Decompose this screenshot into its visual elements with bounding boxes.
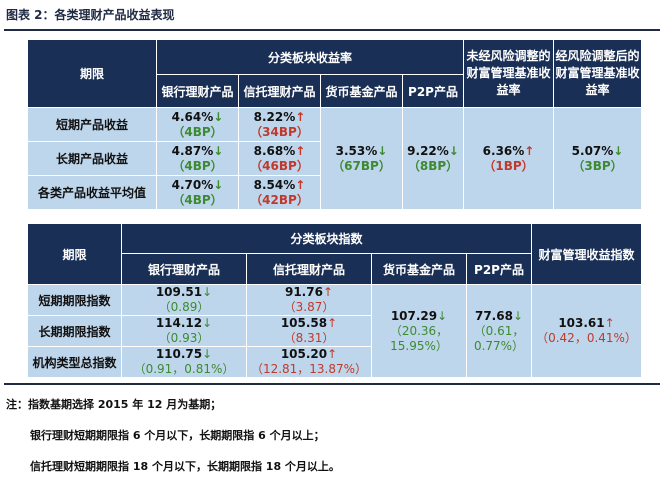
row-label-total: 机构类型总指数: [27, 346, 122, 378]
period-header: 期限: [27, 223, 122, 285]
index-table: 期限 分类板块指数 财富管理收益指数 银行理财产品 信托理财产品 货币基金产品 …: [27, 223, 643, 378]
unadjusted-benchmark-cell: 6.36%↑ （1BP）: [463, 107, 555, 210]
top-rule: [4, 29, 660, 31]
group-header: 分类板块指数: [120, 223, 533, 254]
down-arrow-icon: ↓: [213, 143, 224, 158]
col-money-fund: 货币基金产品: [371, 253, 467, 285]
bank-average-cell: 4.70%↓ （4BP）: [156, 175, 239, 210]
col-trust: 信托理财产品: [246, 253, 372, 285]
up-arrow-icon: ↑: [327, 347, 338, 362]
up-arrow-icon: ↑: [295, 109, 306, 124]
wealth-index-cell: 103.61↑ （0.42，0.41%）: [531, 284, 643, 378]
note-trust-term: 信托理财短期期限指 18 个月以下，长期期限指 18 个月以上。: [30, 460, 340, 473]
bank-short-cell: 109.51↓ （0.89）: [121, 284, 247, 316]
p2p-cell: 9.22%↓ （8BP）: [401, 107, 465, 210]
note-bank-term: 银行理财短期期限指 6 个月以下，长期期限指 6 个月以上；: [30, 429, 325, 442]
up-arrow-icon: ↑: [295, 143, 306, 158]
trust-short-cell: 8.22%↑ （34BP）: [238, 107, 321, 142]
adjusted-benchmark-header: 经风险调整后的财富管理基准收益率: [553, 39, 643, 108]
down-arrow-icon: ↓: [448, 143, 459, 158]
bank-total-cell: 110.75↓ （0.91，0.81%）: [121, 346, 247, 378]
group-header: 分类板块收益率: [155, 39, 465, 75]
trust-total-cell: 105.20↑ （12.81，13.87%）: [246, 346, 372, 378]
down-arrow-icon: ↓: [377, 143, 388, 158]
money-fund-cell: 107.29↓ （20.36， 15.95%）: [371, 284, 467, 378]
col-p2p: P2P产品: [401, 74, 465, 108]
bank-short-cell: 4.64%↓ （4BP）: [156, 107, 239, 142]
up-arrow-icon: ↑: [524, 143, 535, 158]
down-arrow-icon: ↓: [202, 347, 213, 362]
yield-table: 期限 分类板块收益率 未经风险调整的财富管理基准收益率 经风险调整后的财富管理基…: [27, 39, 643, 210]
col-bank: 银行理财产品: [156, 74, 239, 108]
down-arrow-icon: ↓: [512, 308, 524, 323]
up-arrow-icon: ↑: [295, 177, 306, 192]
p2p-cell: 77.68↓ （0.61， 0.77%）: [465, 284, 533, 378]
note-basis: 注：指数基期选择 2015 年 12 月为基期；: [6, 398, 222, 411]
down-arrow-icon: ↓: [213, 109, 224, 124]
down-arrow-icon: ↓: [437, 308, 448, 323]
down-arrow-icon: ↓: [202, 285, 213, 300]
up-arrow-icon: ↑: [604, 316, 615, 330]
period-header: 期限: [27, 39, 157, 108]
row-label-long: 长期产品收益: [27, 141, 157, 176]
up-arrow-icon: ↑: [322, 285, 334, 300]
unadjusted-benchmark-header: 未经风险调整的财富管理基准收益率: [463, 39, 555, 108]
bank-long-cell: 4.87%↓ （4BP）: [156, 141, 239, 176]
col-trust: 信托理财产品: [238, 74, 321, 108]
bottom-rule: [4, 383, 660, 385]
col-money-fund: 货币基金产品: [320, 74, 403, 108]
money-fund-cell: 3.53%↓ （67BP）: [320, 107, 403, 210]
row-label-short: 短期期限指数: [27, 284, 122, 316]
row-label-long: 长期期限指数: [27, 315, 122, 347]
row-label-average: 各类产品收益平均值: [27, 175, 157, 210]
trust-long-cell: 105.58↑ （8.31）: [246, 315, 372, 347]
figure-title: 图表 2：各类理财产品收益表现: [6, 8, 175, 22]
adjusted-benchmark-cell: 5.07%↓ （3BP）: [553, 107, 643, 210]
down-arrow-icon: ↓: [613, 143, 624, 158]
col-bank: 银行理财产品: [121, 253, 247, 285]
trust-long-cell: 8.68%↑ （46BP）: [238, 141, 321, 176]
trust-average-cell: 8.54%↑ （42BP）: [238, 175, 321, 210]
row-label-short: 短期产品收益: [27, 107, 157, 142]
wealth-index-header: 财富管理收益指数: [531, 223, 643, 285]
col-p2p: P2P产品: [465, 253, 533, 285]
down-arrow-icon: ↓: [213, 177, 224, 192]
trust-short-cell: 91.76↑ （3.87）: [246, 284, 372, 316]
down-arrow-icon: ↓: [202, 316, 213, 331]
up-arrow-icon: ↑: [327, 316, 338, 331]
bank-long-cell: 114.12↓ （0.93）: [121, 315, 247, 347]
